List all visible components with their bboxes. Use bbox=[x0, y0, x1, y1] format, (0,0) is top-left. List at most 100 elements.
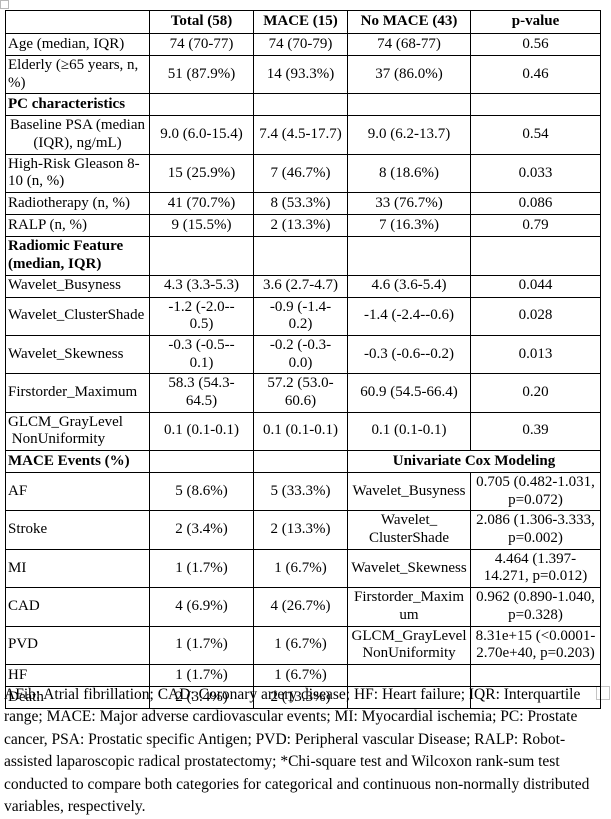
row-elderly-p-value: 0.46 bbox=[470, 54, 601, 95]
row-wavelet-clustershade-total: -1.2 (-2.0-- 0.5) bbox=[149, 296, 254, 336]
section-radiomic-feature-label: Radiomic Feature (median, IQR) bbox=[5, 236, 150, 276]
row-elderly-total: 51 (87.9%) bbox=[149, 54, 254, 95]
row-wavelet-clustershade-p-value: 0.028 bbox=[470, 296, 601, 336]
row-pvd-mace: 1 (6.7%) bbox=[253, 625, 348, 665]
section-pc-characteristics-p-value bbox=[470, 93, 601, 117]
row-baseline-psa-p-value: 0.54 bbox=[470, 115, 601, 155]
section-pc-characteristics: PC characteristics bbox=[5, 93, 601, 117]
row-stroke-total: 2 (3.4%) bbox=[149, 510, 254, 550]
row-af-label: AF bbox=[5, 471, 150, 512]
row-age: Age (median, IQR) 74 (70-77) 74 (70-79) 74 … bbox=[5, 33, 601, 56]
row-wavelet-clustershade-no-mace: -1.4 (-2.4--0.6) bbox=[347, 296, 471, 336]
row-firstorder-maximum: Firstorder_Maximum 58.3 (54.3- 64.5) 57.2 … bbox=[5, 373, 601, 413]
table-body: Total (58) MACE (15) No MACE (43) p-value Ag… bbox=[5, 10, 601, 709]
row-radiotherapy-label: Radiotherapy (n, %) bbox=[5, 192, 150, 216]
row-ralp-mace: 2 (13.3%) bbox=[253, 214, 348, 238]
header-row-mace: MACE (15) bbox=[253, 10, 348, 34]
row-high-risk-gleason-total: 15 (25.9%) bbox=[149, 153, 254, 194]
row-wavelet-skewness-p-value: 0.013 bbox=[470, 334, 601, 375]
row-firstorder-maximum-total: 58.3 (54.3- 64.5) bbox=[149, 373, 254, 413]
row-wavelet-busyness-no-mace: 4.6 (3.6-5.4) bbox=[347, 274, 471, 298]
row-radiotherapy-total: 41 (70.7%) bbox=[149, 192, 254, 216]
row-ralp: RALP (n, %) 9 (15.5%) 2 (13.3%) 7 (16.3%) 0.… bbox=[5, 214, 601, 238]
row-age-label: Age (median, IQR) bbox=[5, 33, 150, 56]
row-wavelet-skewness-mace: -0.2 (-0.3- 0.0) bbox=[253, 334, 348, 375]
row-cad-label: CAD bbox=[5, 587, 150, 627]
header-row-label bbox=[5, 10, 150, 34]
section-mace-events: MACE Events (%) Univariate Cox Modeling bbox=[5, 450, 601, 473]
row-mi-p-value: 4.464 (1.397- 14.271, p=0.012) bbox=[470, 548, 601, 589]
row-firstorder-maximum-mace: 57.2 (53.0- 60.6) bbox=[253, 373, 348, 413]
row-af-no-mace: Wavelet_Busyness bbox=[347, 471, 471, 512]
row-age-p-value: 0.56 bbox=[470, 33, 601, 56]
section-pc-characteristics-total bbox=[149, 93, 254, 117]
page-corner-mark bbox=[0, 0, 9, 9]
row-radiotherapy: Radiotherapy (n, %) 41 (70.7%) 8 (53.3%) 33… bbox=[5, 192, 601, 216]
row-baseline-psa-label: Baseline PSA (median (IQR), ng/mL) bbox=[5, 115, 150, 155]
row-death-p-value bbox=[470, 685, 601, 709]
row-wavelet-busyness-mace: 3.6 (2.7-4.7) bbox=[253, 274, 348, 298]
row-baseline-psa: Baseline PSA (median (IQR), ng/mL) 9.0 (6… bbox=[5, 115, 601, 155]
row-ralp-p-value: 0.79 bbox=[470, 214, 601, 238]
row-ralp-label: RALP (n, %) bbox=[5, 214, 150, 238]
row-pvd-p-value: 8.31e+15 (<0.0001- 2.70e+40, p=0.203) bbox=[470, 625, 601, 665]
row-pvd: PVD 1 (1.7%) 1 (6.7%) GLCM_GrayLevel NonUni… bbox=[5, 625, 601, 665]
row-mi-no-mace: Wavelet_Skewness bbox=[347, 548, 471, 589]
row-glcm-graylevel-p-value: 0.39 bbox=[470, 411, 601, 452]
row-elderly-mace: 14 (93.3%) bbox=[253, 54, 348, 95]
row-firstorder-maximum-no-mace: 60.9 (54.5-66.4) bbox=[347, 373, 471, 413]
row-baseline-psa-no-mace: 9.0 (6.2-13.7) bbox=[347, 115, 471, 155]
section-mace-events-mace bbox=[253, 450, 348, 473]
row-mi: MI 1 (1.7%) 1 (6.7%) Wavelet_Skewness 4.464 … bbox=[5, 548, 601, 589]
section-mace-events-total bbox=[149, 450, 254, 473]
row-stroke-mace: 2 (13.3%) bbox=[253, 510, 348, 550]
row-wavelet-skewness-total: -0.3 (-0.5-- 0.1) bbox=[149, 334, 254, 375]
row-cad-total: 4 (6.9%) bbox=[149, 587, 254, 627]
row-high-risk-gleason: High-Risk Gleason 8- 10 (n, %) 15 (25.9%)… bbox=[5, 153, 601, 194]
row-cad-no-mace: Firstorder_Maxim um bbox=[347, 587, 471, 627]
row-ralp-total: 9 (15.5%) bbox=[149, 214, 254, 238]
row-elderly-no-mace: 37 (86.0%) bbox=[347, 54, 471, 95]
row-hf: HF 1 (1.7%) 1 (6.7%) bbox=[5, 663, 601, 687]
row-pvd-label: PVD bbox=[5, 625, 150, 665]
row-af-p-value: 0.705 (0.482-1.031, p=0.072) bbox=[470, 471, 601, 512]
row-glcm-graylevel-no-mace: 0.1 (0.1-0.1) bbox=[347, 411, 471, 452]
header-row-no-mace: No MACE (43) bbox=[347, 10, 471, 34]
row-stroke-label: Stroke bbox=[5, 510, 150, 550]
row-glcm-graylevel: GLCM_GrayLevel NonUniformity 0.1 (0.1-0.1… bbox=[5, 411, 601, 452]
row-wavelet-clustershade-label: Wavelet_ClusterShade bbox=[5, 296, 150, 336]
section-pc-characteristics-label: PC characteristics bbox=[5, 93, 150, 117]
row-ralp-no-mace: 7 (16.3%) bbox=[347, 214, 471, 238]
header-row-total: Total (58) bbox=[149, 10, 254, 34]
row-af-mace: 5 (33.3%) bbox=[253, 471, 348, 512]
section-pc-characteristics-mace bbox=[253, 93, 348, 117]
row-age-mace: 74 (70-79) bbox=[253, 33, 348, 56]
mace-summary-table: Total (58) MACE (15) No MACE (43) p-value Ag… bbox=[5, 10, 601, 709]
section-radiomic-feature-no-mace bbox=[347, 236, 471, 276]
row-age-no-mace: 74 (68-77) bbox=[347, 33, 471, 56]
row-firstorder-maximum-label: Firstorder_Maximum bbox=[5, 373, 150, 413]
row-stroke-p-value: 2.086 (1.306-3.333, p=0.002) bbox=[470, 510, 601, 550]
row-glcm-graylevel-label: GLCM_GrayLevel NonUniformity bbox=[5, 411, 150, 452]
row-mi-mace: 1 (6.7%) bbox=[253, 548, 348, 589]
row-pvd-no-mace: GLCM_GrayLevel NonUniformity bbox=[347, 625, 471, 665]
row-high-risk-gleason-no-mace: 8 (18.6%) bbox=[347, 153, 471, 194]
row-wavelet-clustershade: Wavelet_ClusterShade -1.2 (-2.0-- 0.5) -0.… bbox=[5, 296, 601, 336]
row-high-risk-gleason-label: High-Risk Gleason 8- 10 (n, %) bbox=[5, 153, 150, 194]
row-glcm-graylevel-mace: 0.1 (0.1-0.1) bbox=[253, 411, 348, 452]
section-radiomic-feature-p-value bbox=[470, 236, 601, 276]
row-baseline-psa-mace: 7.4 (4.5-17.7) bbox=[253, 115, 348, 155]
row-wavelet-busyness: Wavelet_Busyness 4.3 (3.3-5.3) 3.6 (2.7-4.… bbox=[5, 274, 601, 298]
row-wavelet-busyness-label: Wavelet_Busyness bbox=[5, 274, 150, 298]
section-mace-events-label: MACE Events (%) bbox=[5, 450, 150, 473]
row-firstorder-maximum-p-value: 0.20 bbox=[470, 373, 601, 413]
row-age-total: 74 (70-77) bbox=[149, 33, 254, 56]
row-pvd-total: 1 (1.7%) bbox=[149, 625, 254, 665]
row-elderly-label: Elderly (≥65 years, n, %) bbox=[5, 54, 150, 95]
row-wavelet-skewness-label: Wavelet_Skewness bbox=[5, 334, 150, 375]
row-high-risk-gleason-mace: 7 (46.7%) bbox=[253, 153, 348, 194]
row-cad: CAD 4 (6.9%) 4 (26.7%) Firstorder_Maxim um 0… bbox=[5, 587, 601, 627]
row-cad-p-value: 0.962 (0.890-1.040, p=0.328) bbox=[470, 587, 601, 627]
section-pc-characteristics-no-mace bbox=[347, 93, 471, 117]
row-radiotherapy-mace: 8 (53.3%) bbox=[253, 192, 348, 216]
